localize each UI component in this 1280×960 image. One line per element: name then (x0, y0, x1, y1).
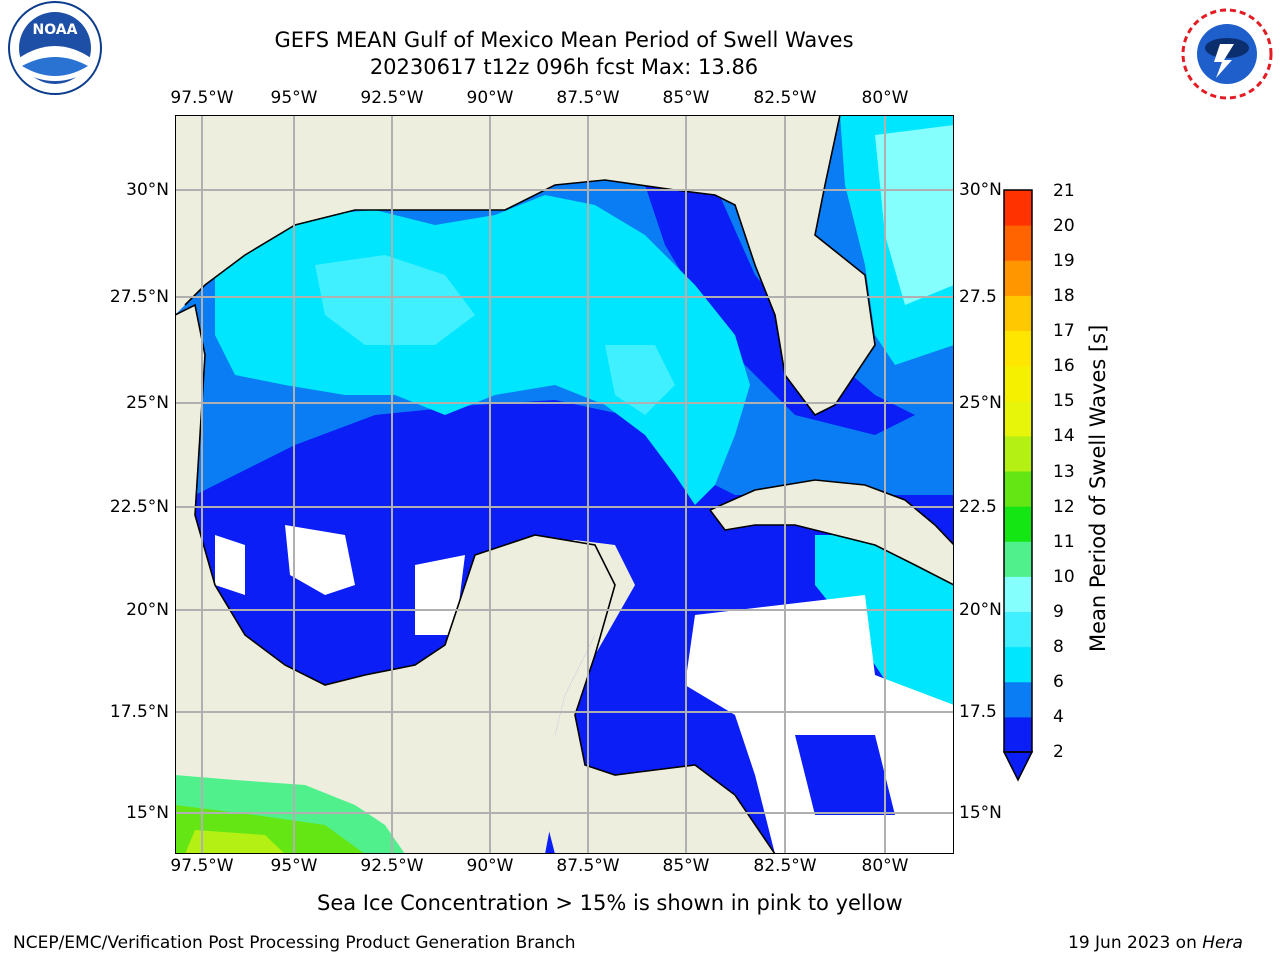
colorbar-segment (1004, 365, 1032, 402)
lat-tick-left: 30°N (126, 180, 169, 200)
footer-host: Hera (1202, 933, 1243, 953)
lon-tick-bottom: 90°W (466, 856, 514, 876)
colorbar-extend-arrow (1002, 751, 1034, 782)
period-band-6-8 (315, 255, 475, 345)
lat-tick-right: 27.5 (959, 287, 997, 307)
map-title: GEFS MEAN Gulf of Mexico Mean Period of … (274, 28, 854, 52)
lon-tick-top: 82.5°W (753, 88, 817, 108)
colorbar-segment (1004, 506, 1032, 542)
swell-period-map (175, 115, 954, 854)
lon-tick-bottom: 80°W (861, 856, 909, 876)
pacific-band-12-13 (185, 830, 285, 854)
colorbar-tick: 10 (1053, 567, 1075, 587)
colorbar-segment (1004, 225, 1032, 261)
lon-tick-top: 97.5°W (170, 88, 234, 108)
lon-tick-top: 90°W (466, 88, 514, 108)
colorbar-label: Mean Period of Swell Waves [s] (1086, 324, 1110, 652)
graticule (175, 115, 954, 854)
nodata-patch-2 (215, 535, 245, 595)
lon-tick-bottom: 97.5°W (170, 856, 234, 876)
colorbar-segment (1004, 190, 1032, 226)
colorbar-tick: 6 (1053, 672, 1064, 692)
colorbar-segments (1004, 190, 1032, 753)
coastline-mexico (175, 303, 776, 854)
colorbar-segment (1004, 541, 1032, 577)
lat-tick-right: 20°N (959, 600, 1002, 620)
lon-tick-top: 92.5°W (360, 88, 424, 108)
colorbar-segment (1004, 260, 1032, 296)
colorbar-segment (1004, 400, 1032, 437)
nodata-patch-1 (285, 525, 355, 595)
coastline-us (184, 115, 876, 417)
colorbar-segment (1004, 646, 1032, 683)
colorbar-segment (1004, 330, 1032, 367)
map-subtitle: 20230617 t12z 096h fcst Max: 13.86 (369, 55, 759, 79)
footer-org: NCEP/EMC/Verification Post Processing Pr… (13, 933, 576, 953)
period-band-6-8-b (605, 345, 675, 415)
noaa-logo-text: NOAA (33, 22, 78, 38)
lat-tick-left: 25°N (126, 393, 169, 413)
lon-tick-top: 85°W (662, 88, 710, 108)
lat-tick-left: 17.5°N (109, 702, 169, 722)
lat-tick-left: 20°N (126, 600, 169, 620)
nodata-patch-3 (415, 555, 465, 635)
colorbar-segment (1004, 435, 1032, 472)
colorbar (1002, 189, 1034, 782)
lon-tick-bottom: 87.5°W (556, 856, 620, 876)
lon-tick-bottom: 92.5°W (360, 856, 424, 876)
colorbar-tick: 18 (1053, 286, 1075, 306)
colorbar-tick: 2 (1053, 742, 1064, 762)
coastline-cuba (709, 479, 954, 586)
sea-ice-note: Sea Ice Concentration > 15% is shown in … (317, 891, 903, 915)
lat-tick-right: 25°N (959, 393, 1002, 413)
colorbar-segment (1004, 471, 1032, 507)
lat-tick-right: 17.5 (959, 702, 997, 722)
lat-tick-left: 22.5°N (109, 497, 169, 517)
land-mexico (175, 305, 615, 854)
colorbar-tick: 20 (1053, 216, 1075, 236)
lon-tick-bottom: 85°W (662, 856, 710, 876)
lon-tick-bottom: 95°W (270, 856, 318, 876)
footer-date: 19 Jun 2023 on Hera (1068, 933, 1243, 953)
atlantic-band-8-9 (875, 125, 954, 305)
colorbar-frame (1003, 189, 1033, 753)
noaa-logo: NOAA (8, 1, 102, 95)
colorbar-tick: 13 (1053, 462, 1075, 482)
colorbar-tick: 15 (1053, 391, 1075, 411)
colorbar-tick: 9 (1053, 602, 1064, 622)
colorbar-segment (1004, 295, 1032, 331)
lat-tick-left: 27.5°N (109, 287, 169, 307)
colorbar-segment (1004, 681, 1032, 718)
colorbar-tick: 12 (1053, 497, 1075, 517)
lon-tick-top: 95°W (270, 88, 318, 108)
colorbar-tick: 16 (1053, 356, 1075, 376)
lat-tick-right: 15°N (959, 803, 1002, 823)
land-yucatan (475, 540, 775, 854)
lon-tick-top: 80°W (861, 88, 909, 108)
colorbar-segment (1004, 716, 1032, 753)
colorbar-segment (1004, 611, 1032, 648)
nws-logo (1181, 8, 1273, 100)
colorbar-tick: 21 (1053, 181, 1075, 201)
caribbean-band-2-4 (795, 735, 895, 815)
colorbar-tick: 8 (1053, 637, 1064, 657)
lon-tick-bottom: 82.5°W (753, 856, 817, 876)
lat-tick-right: 30°N (959, 180, 1002, 200)
colorbar-tick: 4 (1053, 707, 1064, 727)
lon-tick-top: 87.5°W (556, 88, 620, 108)
colorbar-tick: 11 (1053, 532, 1075, 552)
colorbar-tick: 17 (1053, 321, 1075, 341)
lat-tick-left: 15°N (126, 803, 169, 823)
colorbar-tick: 19 (1053, 251, 1075, 271)
lat-tick-right: 22.5 (959, 497, 997, 517)
footer-date-text: 19 Jun 2023 on (1068, 933, 1197, 953)
colorbar-tick: 14 (1053, 426, 1075, 446)
colorbar-segment (1004, 576, 1032, 612)
